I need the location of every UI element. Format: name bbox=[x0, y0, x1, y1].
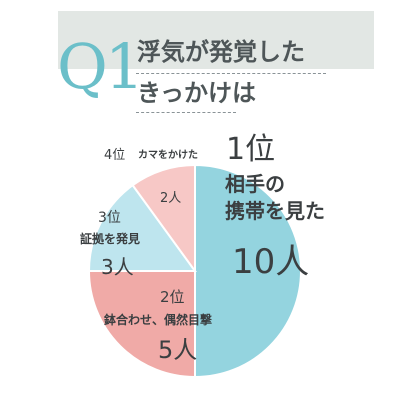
question-number: Q1 bbox=[57, 30, 144, 103]
slice-3-value-label: 3人 bbox=[101, 255, 134, 279]
slice-3-label: 証拠を発見 bbox=[80, 232, 141, 246]
slice-1-rank: 1位 bbox=[226, 132, 276, 167]
question-title-line-2: きっかけは bbox=[137, 79, 257, 107]
slice-4-rank: 4位 bbox=[104, 148, 126, 163]
slice-2-value-label: 5人 bbox=[158, 336, 198, 364]
slice-1-label-line-2: 携帯を見た bbox=[225, 199, 325, 223]
title-underline bbox=[136, 73, 326, 74]
pie-slice-1 bbox=[194, 163, 302, 379]
header-band bbox=[58, 11, 374, 69]
pie-slice-3 bbox=[87, 183, 197, 272]
slice-1-label-line-1: 相手の bbox=[225, 172, 285, 196]
pie-slice-2 bbox=[87, 270, 196, 379]
slice-1-value-label: 10人 bbox=[232, 242, 310, 282]
slice-3-rank: 3位 bbox=[98, 210, 121, 226]
pie-slice-4 bbox=[131, 163, 196, 275]
title-underline bbox=[136, 112, 236, 113]
slice-4-label: カマをかけた bbox=[138, 150, 198, 161]
slice-4-value-label: 2人 bbox=[160, 191, 182, 206]
slice-2-label: 鉢合わせ、偶然目撃 bbox=[104, 313, 213, 327]
slice-2-rank: 2位 bbox=[160, 288, 185, 306]
question-title-line-1: 浮気が発覚した bbox=[137, 38, 305, 66]
